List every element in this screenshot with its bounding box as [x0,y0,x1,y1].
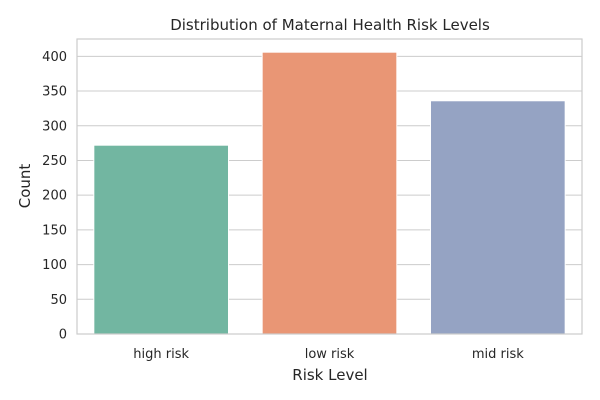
bar-low-risk [261,51,398,335]
plot-frame [76,38,583,335]
x-tick-label: low risk [305,347,355,362]
x-tick-labels: high risk low risk mid risk [133,347,524,362]
y-tick-label: 150 [42,223,67,238]
y-tick-labels: 0 50 100 150 200 250 300 350 400 [42,50,67,343]
y-tick-label: 350 [42,85,67,100]
y-tick-label: 0 [59,328,67,343]
x-tick-label: mid risk [472,347,524,362]
x-axis-label: Risk Level [292,366,367,384]
y-tick-label: 200 [42,189,67,204]
y-axis-label: Count [16,164,34,209]
y-tick-label: 250 [42,154,67,169]
bar-high-risk [93,144,230,335]
chart-title: Distribution of Maternal Health Risk Lev… [170,16,490,34]
x-tick-label: high risk [133,347,189,362]
y-tick-label: 100 [42,258,67,273]
y-tick-label: 300 [42,119,67,134]
y-tick-label: 400 [42,50,67,65]
bar-layer [93,51,566,335]
y-tick-label: 50 [50,293,67,308]
bar-mid-risk [430,100,566,335]
